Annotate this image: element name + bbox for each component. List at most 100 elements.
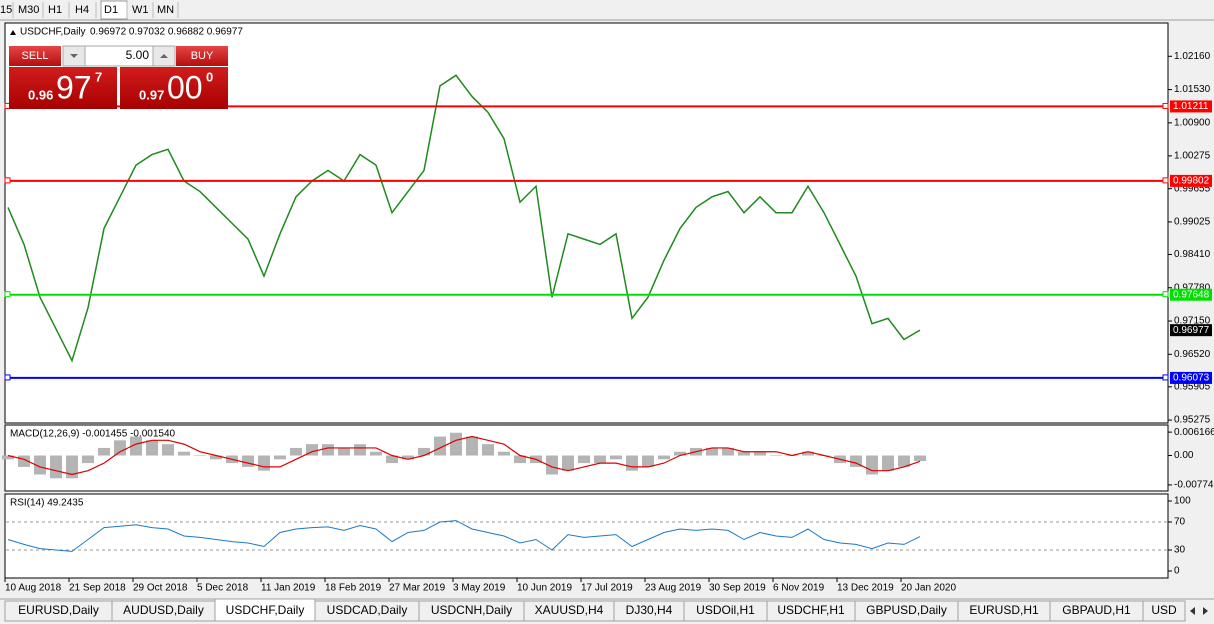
tab-label[interactable]: USDOil,H1 xyxy=(696,603,755,617)
level-label: 0.99802 xyxy=(1173,176,1210,187)
y-tick-label: 0.95905 xyxy=(1174,381,1211,392)
y-tick-label: 0.99655 xyxy=(1174,183,1211,194)
timeframe-button[interactable]: D1 xyxy=(104,4,118,16)
ask-prefix: 0.97 xyxy=(139,87,164,102)
macd-bar xyxy=(594,455,606,464)
x-tick-label: 3 May 2019 xyxy=(453,583,506,594)
macd-bar xyxy=(514,455,526,464)
macd-bar xyxy=(146,440,158,456)
buy-button[interactable] xyxy=(176,46,228,66)
x-tick-label: 13 Dec 2019 xyxy=(837,583,894,594)
timeframe-button[interactable]: MN xyxy=(157,4,174,16)
panel-title: USDCHF,Daily xyxy=(20,27,86,38)
buy-label[interactable]: BUY xyxy=(191,50,214,62)
timeframe-button[interactable]: H1 xyxy=(48,4,62,16)
y-tick-label: 70 xyxy=(1174,517,1186,528)
macd-bar xyxy=(98,447,110,456)
x-tick-label: 11 Jan 2019 xyxy=(261,583,316,594)
sell-button[interactable] xyxy=(9,46,61,66)
macd-bar xyxy=(770,455,782,457)
timeframe-button[interactable]: M30 xyxy=(18,4,39,16)
tab-label[interactable]: USDCHF,H1 xyxy=(777,603,845,617)
y-tick-label: 1.00900 xyxy=(1174,118,1211,129)
bid-big: 97 xyxy=(56,69,92,105)
ask-box[interactable] xyxy=(120,67,228,109)
level-label: 0.96073 xyxy=(1173,373,1210,384)
tab-scroll-right[interactable] xyxy=(1203,607,1208,615)
macd-bar xyxy=(562,455,574,471)
level-handle xyxy=(1162,177,1169,184)
tab-label[interactable]: USDCNH,Daily xyxy=(431,603,512,617)
macd-signal xyxy=(7,435,921,476)
tab-label[interactable]: GBPUSD,Daily xyxy=(866,603,947,617)
level-handle xyxy=(1162,291,1169,298)
toolbar xyxy=(0,0,1214,20)
macd-bar xyxy=(114,440,126,456)
macd-bar xyxy=(194,455,206,457)
tab-label[interactable]: USD xyxy=(1151,603,1177,617)
timeframe-button[interactable]: H4 xyxy=(75,4,89,16)
price-line xyxy=(7,74,921,363)
bid-box[interactable] xyxy=(9,67,117,109)
y-tick-label: 1.00275 xyxy=(1174,151,1211,162)
tab[interactable] xyxy=(1142,600,1186,622)
tab-label[interactable]: EURUSD,Daily xyxy=(18,603,99,617)
macd-bar xyxy=(578,455,590,464)
x-tick-label: 18 Feb 2019 xyxy=(325,583,382,594)
y-tick-label: -0.007745 xyxy=(1174,480,1214,491)
level-label: 0.97648 xyxy=(1173,289,1210,300)
tab-label[interactable]: EURUSD,H1 xyxy=(969,603,1039,617)
macd-bar xyxy=(450,432,462,456)
macd-bar xyxy=(674,451,686,456)
tab-label[interactable]: USDCAD,Daily xyxy=(327,603,408,617)
panel-title: RSI(14) 49.2435 xyxy=(10,498,84,509)
y-tick-label: 0 xyxy=(1174,566,1180,577)
macd-bar xyxy=(322,444,334,456)
y-tick-label: 0.00 xyxy=(1174,450,1194,461)
y-tick-label: 1.02160 xyxy=(1174,51,1211,62)
macd-bar xyxy=(498,451,510,456)
sell-label[interactable]: SELL xyxy=(22,50,49,62)
macd-bar xyxy=(546,455,558,475)
current-price-box xyxy=(1170,324,1212,337)
level-handle xyxy=(1162,374,1169,381)
tab-scroll-left[interactable] xyxy=(1190,607,1195,615)
collapse-arrow xyxy=(10,30,16,35)
y-tick-label: 0.006166 xyxy=(1174,427,1214,438)
tab-label[interactable]: DJ30,H4 xyxy=(626,603,673,617)
macd-bar xyxy=(418,447,430,456)
macd-bar xyxy=(210,455,222,460)
level-label-box xyxy=(1170,174,1212,187)
trade-panel: SELL 5.00 BUY 0.96 97 7 0.97 00 0 xyxy=(9,45,228,109)
tab-label[interactable]: XAUUSD,H4 xyxy=(535,603,604,617)
level-label-box xyxy=(1170,371,1212,384)
rsi-panel xyxy=(4,493,1169,579)
lot-up-arrow xyxy=(160,54,168,58)
macd-bar xyxy=(242,455,254,467)
lot-value[interactable]: 5.00 xyxy=(126,48,150,62)
y-tick-label: 0.97780 xyxy=(1174,282,1211,293)
macd-bar xyxy=(658,455,670,460)
macd-bar xyxy=(50,455,62,479)
x-tick-label: 20 Jan 2020 xyxy=(901,583,956,594)
tab-label[interactable]: AUDUSD,Daily xyxy=(123,603,204,617)
macd-bar xyxy=(274,455,286,460)
macd-bar xyxy=(914,455,926,462)
panel-title: MACD(12,26,9) -0.001455 -0.001540 xyxy=(10,429,176,440)
x-tick-label: 21 Sep 2018 xyxy=(69,583,126,594)
timeframe-button[interactable]: 15 xyxy=(0,4,12,16)
y-tick-label: 0.98410 xyxy=(1174,249,1211,260)
tab-label[interactable]: GBPAUD,H1 xyxy=(1062,603,1131,617)
macd-bar xyxy=(754,451,766,456)
y-tick-label: 100 xyxy=(1174,496,1191,507)
timeframe-button[interactable]: W1 xyxy=(132,4,149,16)
tab-label[interactable]: USDCHF,Daily xyxy=(226,603,305,617)
x-tick-label: 17 Jul 2019 xyxy=(581,583,633,594)
lot-down-arrow xyxy=(70,54,78,58)
level-label: 1.01211 xyxy=(1173,101,1209,112)
macd-bar xyxy=(354,444,366,456)
bid-prefix: 0.96 xyxy=(28,87,53,102)
level-label-box xyxy=(1170,288,1212,301)
